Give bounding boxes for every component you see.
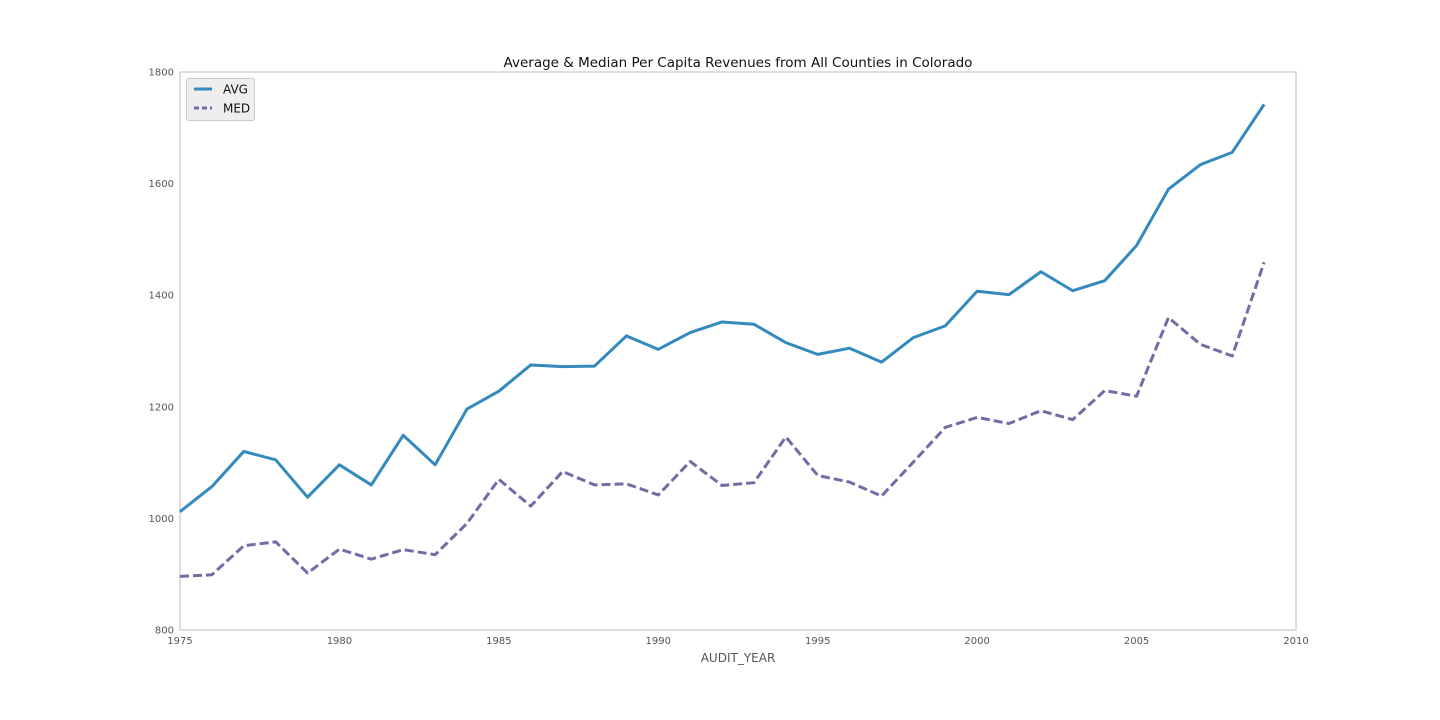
- x-tick-label: 1990: [646, 636, 671, 647]
- y-tick-label: 800: [155, 626, 174, 637]
- x-tick-label: 1980: [327, 636, 352, 647]
- y-tick-label: 1000: [149, 514, 174, 525]
- x-tick-label: 1975: [167, 636, 192, 647]
- x-tick-label: 2010: [1283, 636, 1308, 647]
- y-tick-label: 1400: [149, 291, 174, 302]
- legend: AVG MED: [186, 78, 255, 121]
- y-tick-label: 1800: [149, 68, 174, 79]
- y-tick-label: 1600: [149, 179, 174, 190]
- legend-label-avg: AVG: [223, 83, 248, 97]
- x-tick-label: 2005: [1124, 636, 1149, 647]
- x-axis-label: AUDIT_YEAR: [701, 651, 776, 665]
- x-tick-label: 2000: [964, 636, 989, 647]
- series-line-med: [179, 261, 1266, 578]
- series-line-avg: [179, 103, 1266, 513]
- chart-title: Average & Median Per Capita Revenues fro…: [504, 55, 973, 71]
- axes-frame: [179, 71, 1297, 631]
- plot-area: 1975 1980 1985 1990 1995 2000 2005 2010 800 1000 1…: [149, 68, 1309, 648]
- x-tick-label: 1985: [486, 636, 511, 647]
- y-tick-label: 1200: [149, 402, 174, 413]
- legend-label-med: MED: [223, 102, 250, 116]
- x-tick-label: 1995: [805, 636, 830, 647]
